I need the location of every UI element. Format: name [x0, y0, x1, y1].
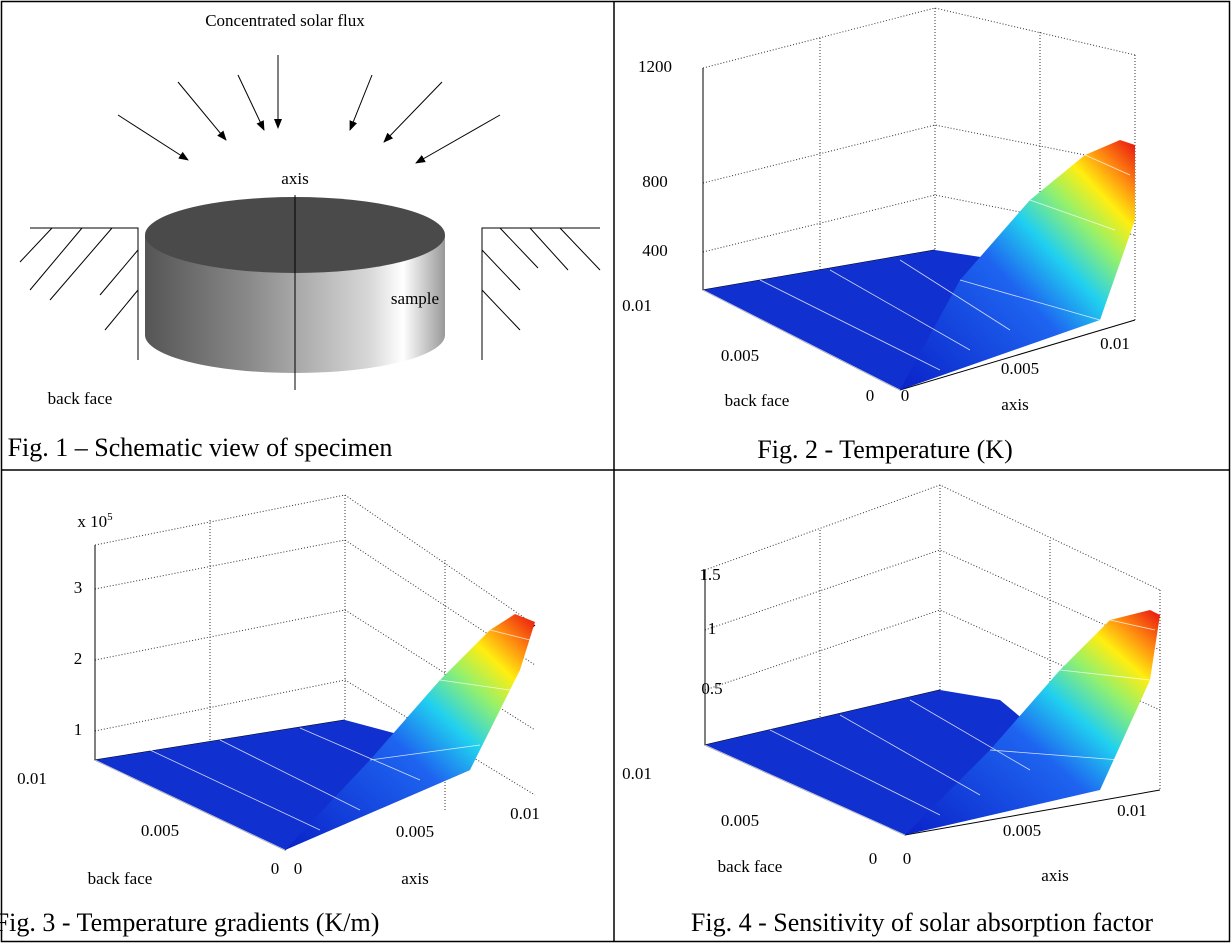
- x-axis-label: axis: [401, 869, 428, 888]
- y-tick-label: 0.005: [721, 811, 759, 830]
- z-tick-label: 1: [74, 720, 83, 739]
- y-tick-label: 0.01: [17, 769, 47, 788]
- x-tick-label: 0: [294, 859, 303, 878]
- caption: Fig. 1 – Schematic view of specimen: [8, 433, 393, 462]
- x-axis-label: axis: [1041, 866, 1068, 885]
- x-tick-label: 0.01: [1117, 801, 1147, 820]
- sample-label: sample: [391, 289, 439, 308]
- x-tick-label: 0: [901, 386, 910, 405]
- z-multiplier-base: x 10: [77, 512, 107, 531]
- caption: Fig. 4 - Sensitivity of solar absorption…: [691, 908, 1154, 937]
- walls: [19, 227, 601, 360]
- z-tick-label: 2: [74, 649, 83, 668]
- z-tick-label: 1: [708, 619, 717, 638]
- y-axis-label: back face: [718, 857, 783, 876]
- y-tick-label: 0: [866, 386, 875, 405]
- surface-plot: x 105 3 2 1 0.01 0.005 0 0 0.005 0.01 ba…: [0, 494, 540, 937]
- x-tick-label: 0.01: [1100, 334, 1130, 353]
- y-tick-label: 0.01: [622, 764, 652, 783]
- caption: Fig. 2 - Temperature (K): [757, 435, 1012, 464]
- y-axis-label: back face: [725, 391, 790, 410]
- z-tick-label: 1.5: [699, 565, 720, 584]
- y-tick-label: 0.01: [622, 296, 652, 315]
- x-tick-label: 0: [903, 849, 912, 868]
- y-tick-label: 0: [271, 859, 280, 878]
- z-tick-label: 0.5: [701, 679, 722, 698]
- x-tick-label: 0.01: [510, 804, 540, 823]
- schematic: Concentrated solar flux axis sample back…: [8, 11, 601, 462]
- back-face-label: back face: [48, 389, 113, 408]
- surface-plot: 1.5 1 0.5 0.01 0.005 0 0 0.005 0.01 back…: [622, 484, 1161, 937]
- x-tick-label: 0.005: [1003, 821, 1041, 840]
- flux-label: Concentrated solar flux: [205, 11, 365, 30]
- y-tick-label: 0.005: [721, 346, 759, 365]
- caption: Fig. 3 - Temperature gradients (K/m): [0, 908, 379, 937]
- z-tick-label: 400: [642, 241, 668, 260]
- y-tick-label: 0: [869, 849, 878, 868]
- flux-arrows: [117, 55, 501, 164]
- axis-label: axis: [281, 169, 308, 188]
- z-tick-label: 1200: [638, 57, 672, 76]
- y-tick-label: 0.005: [141, 821, 179, 840]
- x-tick-label: 0.005: [396, 822, 434, 841]
- x-tick-label: 0.005: [1001, 359, 1039, 378]
- x-axis-label: axis: [1001, 395, 1028, 414]
- z-tick-label: 3: [74, 578, 83, 597]
- z-exponent: 5: [107, 511, 113, 523]
- z-tick-label: 800: [642, 172, 668, 191]
- z-multiplier: x 105: [77, 511, 113, 531]
- surface-plot: 1200 800 400 0.01 0.005 0 0 0.005 0.01 b…: [622, 7, 1136, 464]
- y-axis-label: back face: [88, 869, 153, 888]
